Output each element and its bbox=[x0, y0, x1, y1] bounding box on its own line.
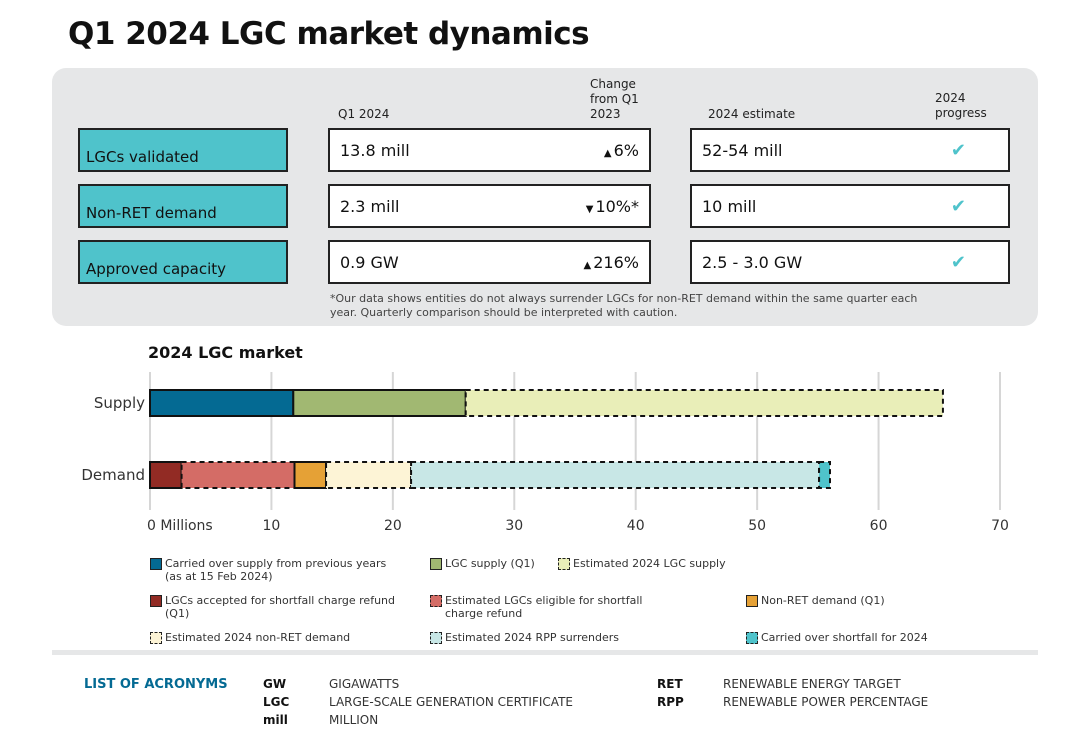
legend-label: Estimated 2024 RPP surrenders bbox=[445, 631, 620, 644]
acronym-full: GIGAWATTS bbox=[329, 677, 400, 691]
legend-label: Estimated LGCs eligible for shortfall ch… bbox=[445, 594, 643, 620]
estimate-box: 52-54 mill ✔ bbox=[690, 128, 1010, 172]
divider bbox=[52, 650, 1038, 655]
legend-item: Estimated 2024 LGC supply bbox=[558, 557, 726, 570]
arrow-up-icon: ▲ bbox=[603, 147, 612, 159]
change-text: 10%* bbox=[595, 196, 639, 216]
legend-label: Estimated 2024 LGC supply bbox=[573, 557, 726, 570]
legend-swatch bbox=[430, 558, 442, 570]
q1-value: 0.9 GW bbox=[340, 252, 399, 272]
legend-item: Estimated 2024 non-RET demand bbox=[150, 631, 350, 644]
estimate-value: 52-54 mill bbox=[702, 140, 783, 160]
legend-swatch bbox=[150, 632, 162, 644]
header-q1: Q1 2024 bbox=[338, 107, 390, 121]
change-value: ▲ 216% bbox=[584, 253, 639, 272]
legend-label: Carried over shortfall for 2024 bbox=[761, 631, 928, 644]
legend-label: Carried over supply from previous years … bbox=[165, 557, 387, 583]
footnote: *Our data shows entities do not always s… bbox=[330, 292, 918, 319]
change-value: ▲ 6% bbox=[604, 141, 639, 160]
x-tick-label: 50 bbox=[748, 518, 766, 534]
acronym-abbr: RPP bbox=[657, 695, 684, 709]
change-text: 6% bbox=[613, 140, 639, 160]
row-label: LGCs validated bbox=[78, 128, 288, 172]
legend-swatch bbox=[150, 558, 162, 570]
bar-segment-1 bbox=[292, 389, 467, 417]
bar-segment-0 bbox=[149, 389, 295, 417]
x-tick-label: 10 bbox=[263, 518, 281, 534]
check-icon: ✔ bbox=[950, 251, 966, 273]
header-change: Change from Q1 2023 bbox=[590, 77, 639, 121]
x-tick-label: 30 bbox=[505, 518, 523, 534]
row-label: Approved capacity bbox=[78, 240, 288, 284]
legend-swatch bbox=[746, 595, 758, 607]
row-label: Non-RET demand bbox=[78, 184, 288, 228]
q1-value: 2.3 mill bbox=[340, 196, 400, 216]
y-category-label: Supply bbox=[94, 394, 145, 412]
acronym-abbr: GW bbox=[263, 677, 287, 691]
acronym-full: LARGE-SCALE GENERATION CERTIFICATE bbox=[329, 695, 573, 709]
q1-value-box: 13.8 mill ▲ 6% bbox=[328, 128, 651, 172]
estimate-box: 10 mill ✔ bbox=[690, 184, 1010, 228]
x-tick-label: 70 bbox=[991, 518, 1009, 534]
legend-swatch bbox=[430, 595, 442, 607]
stacked-bar-chart: 0 Millions 10 20 30 40 50 60 70 Supply Demand bbox=[81, 372, 1009, 534]
page-title: Q1 2024 LGC market dynamics bbox=[68, 16, 590, 52]
bar-segment-3 bbox=[149, 461, 183, 489]
legend-swatch bbox=[558, 558, 570, 570]
acronym-abbr: RET bbox=[657, 677, 683, 691]
bar-segment-4 bbox=[180, 461, 296, 489]
x-tick-label: 0 Millions bbox=[147, 518, 213, 534]
bar-segment-7 bbox=[410, 461, 821, 489]
legend-item: Carried over shortfall for 2024 bbox=[746, 631, 928, 644]
legend-item: Non-RET demand (Q1) bbox=[746, 594, 885, 607]
chart-title: 2024 LGC market bbox=[148, 343, 303, 362]
legend-swatch bbox=[150, 595, 162, 607]
legend-item: LGC supply (Q1) bbox=[430, 557, 535, 570]
legend-item: Estimated 2024 RPP surrenders bbox=[430, 631, 619, 644]
y-category-label: Demand bbox=[81, 466, 145, 484]
bar-segment-6 bbox=[325, 461, 413, 489]
acronyms-heading: LIST OF ACRONYMS bbox=[84, 677, 228, 692]
estimate-box: 2.5 - 3.0 GW ✔ bbox=[690, 240, 1010, 284]
check-icon: ✔ bbox=[950, 195, 966, 217]
q1-value: 13.8 mill bbox=[340, 140, 410, 160]
legend-item: Carried over supply from previous years … bbox=[150, 557, 400, 583]
legend-item: LGCs accepted for shortfall charge refun… bbox=[150, 594, 400, 620]
legend-label: Estimated 2024 non-RET demand bbox=[165, 631, 351, 644]
legend-label: Non-RET demand (Q1) bbox=[761, 594, 885, 607]
legend-label: LGC supply (Q1) bbox=[445, 557, 535, 570]
check-icon: ✔ bbox=[950, 139, 966, 161]
estimate-value: 2.5 - 3.0 GW bbox=[702, 252, 803, 272]
x-tick-label: 60 bbox=[870, 518, 888, 534]
legend-swatch bbox=[746, 632, 758, 644]
x-tick-label: 20 bbox=[384, 518, 402, 534]
acronym-abbr: mill bbox=[263, 713, 288, 727]
header-estimate: 2024 estimate bbox=[708, 107, 796, 121]
change-value: ▼ 10%* bbox=[586, 197, 639, 216]
acronym-abbr: LGC bbox=[263, 695, 290, 709]
acronym-full: RENEWABLE ENERGY TARGET bbox=[723, 677, 901, 691]
bar-segment-8 bbox=[818, 461, 831, 489]
arrow-up-icon: ▲ bbox=[583, 259, 592, 271]
acronym-full: MILLION bbox=[329, 713, 379, 727]
bar-segment-2 bbox=[464, 389, 944, 417]
bar-segment-5 bbox=[293, 461, 328, 489]
legend-label: LGCs accepted for shortfall charge refun… bbox=[165, 594, 396, 620]
q1-value-box: 2.3 mill ▼ 10%* bbox=[328, 184, 651, 228]
legend-swatch bbox=[430, 632, 442, 644]
legend-item: Estimated LGCs eligible for shortfall ch… bbox=[430, 594, 680, 620]
acronym-full: RENEWABLE POWER PERCENTAGE bbox=[723, 695, 929, 709]
arrow-down-icon: ▼ bbox=[585, 203, 594, 215]
header-progress: 2024 progress bbox=[935, 91, 987, 120]
q1-value-box: 0.9 GW ▲ 216% bbox=[328, 240, 651, 284]
estimate-value: 10 mill bbox=[702, 196, 757, 216]
x-tick-label: 40 bbox=[627, 518, 645, 534]
change-text: 216% bbox=[593, 252, 639, 272]
